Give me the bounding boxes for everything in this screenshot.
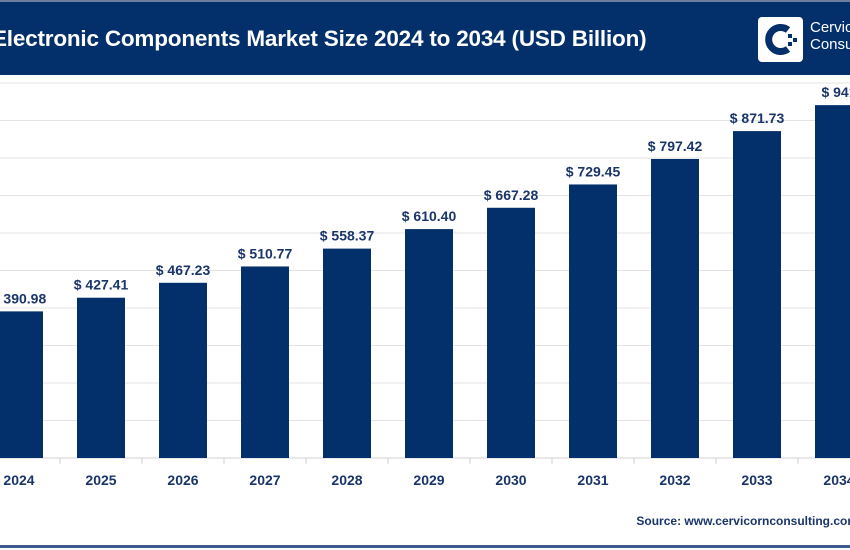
data-label: $ 667.28 bbox=[484, 187, 539, 203]
data-label: $ 510.77 bbox=[238, 245, 293, 261]
x-tick-label: 2029 bbox=[413, 472, 444, 488]
data-label: $ 871.73 bbox=[730, 110, 785, 126]
data-label: $ 729.45 bbox=[566, 163, 621, 179]
bar-2030 bbox=[487, 207, 535, 458]
logo-c-icon bbox=[765, 24, 797, 55]
x-tick-label: 2030 bbox=[495, 472, 526, 488]
data-label: $ 390.98 bbox=[0, 290, 46, 306]
bar-2024 bbox=[0, 311, 43, 458]
x-tick-label: 2027 bbox=[249, 472, 280, 488]
data-label: $ 467.23 bbox=[156, 262, 211, 278]
brand-name: CervicornConsulting bbox=[810, 19, 850, 53]
bar-2034 bbox=[815, 105, 850, 458]
data-label: $ 941 bbox=[821, 84, 850, 100]
bar-chart: $ 390.98 2024 $ 427.41 2025 $ 467.23 2026 $ 51… bbox=[0, 82, 850, 488]
bar-2031 bbox=[569, 184, 617, 459]
brand-logo bbox=[758, 17, 803, 62]
x-tick-label: 2024 bbox=[3, 472, 34, 488]
brand-line-1: Cervicorn bbox=[810, 19, 850, 36]
data-label: $ 427.41 bbox=[74, 277, 129, 293]
data-label: $ 558.37 bbox=[320, 228, 375, 244]
x-tick-label: 2032 bbox=[659, 472, 690, 488]
x-tick-label: 2034 bbox=[823, 472, 850, 488]
x-tick-label: 2028 bbox=[331, 472, 362, 488]
source-text: Source: www.cervicornconsulting.com bbox=[636, 514, 850, 528]
bar-2027 bbox=[241, 266, 289, 458]
brand-line-2: Consulting bbox=[810, 36, 850, 53]
bar-2032 bbox=[651, 158, 699, 458]
bottom-divider bbox=[0, 545, 850, 548]
x-tick-label: 2026 bbox=[167, 472, 198, 488]
data-label: $ 797.42 bbox=[648, 138, 703, 154]
bar-2026 bbox=[159, 282, 207, 458]
bar-2033 bbox=[733, 131, 781, 458]
bar-2028 bbox=[323, 248, 371, 458]
header-banner: Electronic Components Market Size 2024 t… bbox=[0, 0, 850, 75]
x-tick-label: 2031 bbox=[577, 472, 608, 488]
x-tick-label: 2025 bbox=[85, 472, 116, 488]
bar-2025 bbox=[77, 297, 125, 458]
data-label: $ 610.40 bbox=[402, 208, 457, 224]
bar-2029 bbox=[405, 229, 453, 458]
x-tick-label: 2033 bbox=[741, 472, 772, 488]
chart-title: Electronic Components Market Size 2024 t… bbox=[0, 26, 647, 51]
